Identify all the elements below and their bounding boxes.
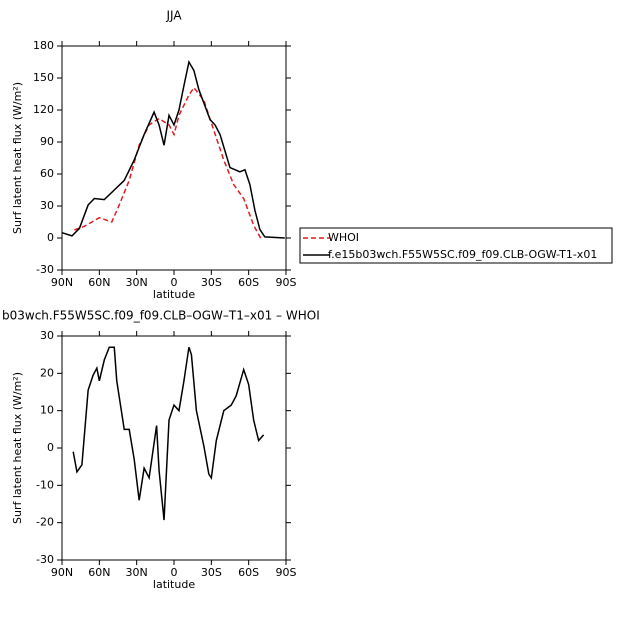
y-tick-label: 150: [33, 71, 54, 84]
x-tick-label: 90S: [276, 276, 297, 289]
y-tick-label: -30: [36, 553, 54, 566]
y-tick-label: -10: [36, 478, 54, 491]
x-tick-label: 90N: [51, 566, 73, 579]
x-tick-label: 60S: [238, 566, 259, 579]
legend-label: WHOI: [328, 231, 359, 244]
legend-box: [299, 227, 613, 264]
x-tick-label: 30S: [201, 276, 222, 289]
y-tick-label: -20: [36, 516, 54, 529]
y-axis-label: Surf latent heat flux (W/m²): [11, 82, 24, 234]
data-line: [74, 86, 262, 240]
x-axis-label: latitude: [153, 578, 195, 591]
data-line: [61, 59, 285, 239]
y-tick-label: 10: [40, 404, 54, 417]
x-tick-label: 0: [171, 276, 178, 289]
y-tick-label: 0: [47, 231, 54, 244]
y-tick-label: 0: [47, 441, 54, 454]
legend-label: f.e15b03wch.F55W5SC.f09_f09.CLB-OGW-T1-x…: [328, 248, 597, 261]
x-tick-label: 60N: [88, 276, 110, 289]
data-line: [72, 346, 265, 521]
y-tick-label: 120: [33, 103, 54, 116]
x-tick-label: 30S: [201, 566, 222, 579]
y-tick-label: 30: [40, 199, 54, 212]
y-tick-label: 60: [40, 167, 54, 180]
x-tick-label: 90N: [51, 276, 73, 289]
x-tick-label: 30N: [126, 276, 148, 289]
x-tick-label: 60S: [238, 276, 259, 289]
y-tick-label: 180: [33, 39, 54, 52]
chart-title: JJA: [165, 9, 182, 23]
x-tick-label: 0: [171, 566, 178, 579]
x-axis-label: latitude: [153, 288, 195, 301]
y-axis-label: Surf latent heat flux (W/m²): [11, 372, 24, 524]
y-tick-label: -30: [36, 263, 54, 276]
y-tick-label: 30: [40, 329, 54, 342]
x-tick-label: 90S: [276, 566, 297, 579]
chart-title: b03wch.F55W5SC.f09_f09.CLB–OGW–T1–x01 – …: [2, 309, 320, 323]
x-tick-label: 60N: [88, 566, 110, 579]
plot-frame: [61, 45, 287, 271]
y-tick-label: 20: [40, 366, 54, 379]
x-tick-label: 30N: [126, 566, 148, 579]
y-tick-label: 90: [40, 135, 54, 148]
